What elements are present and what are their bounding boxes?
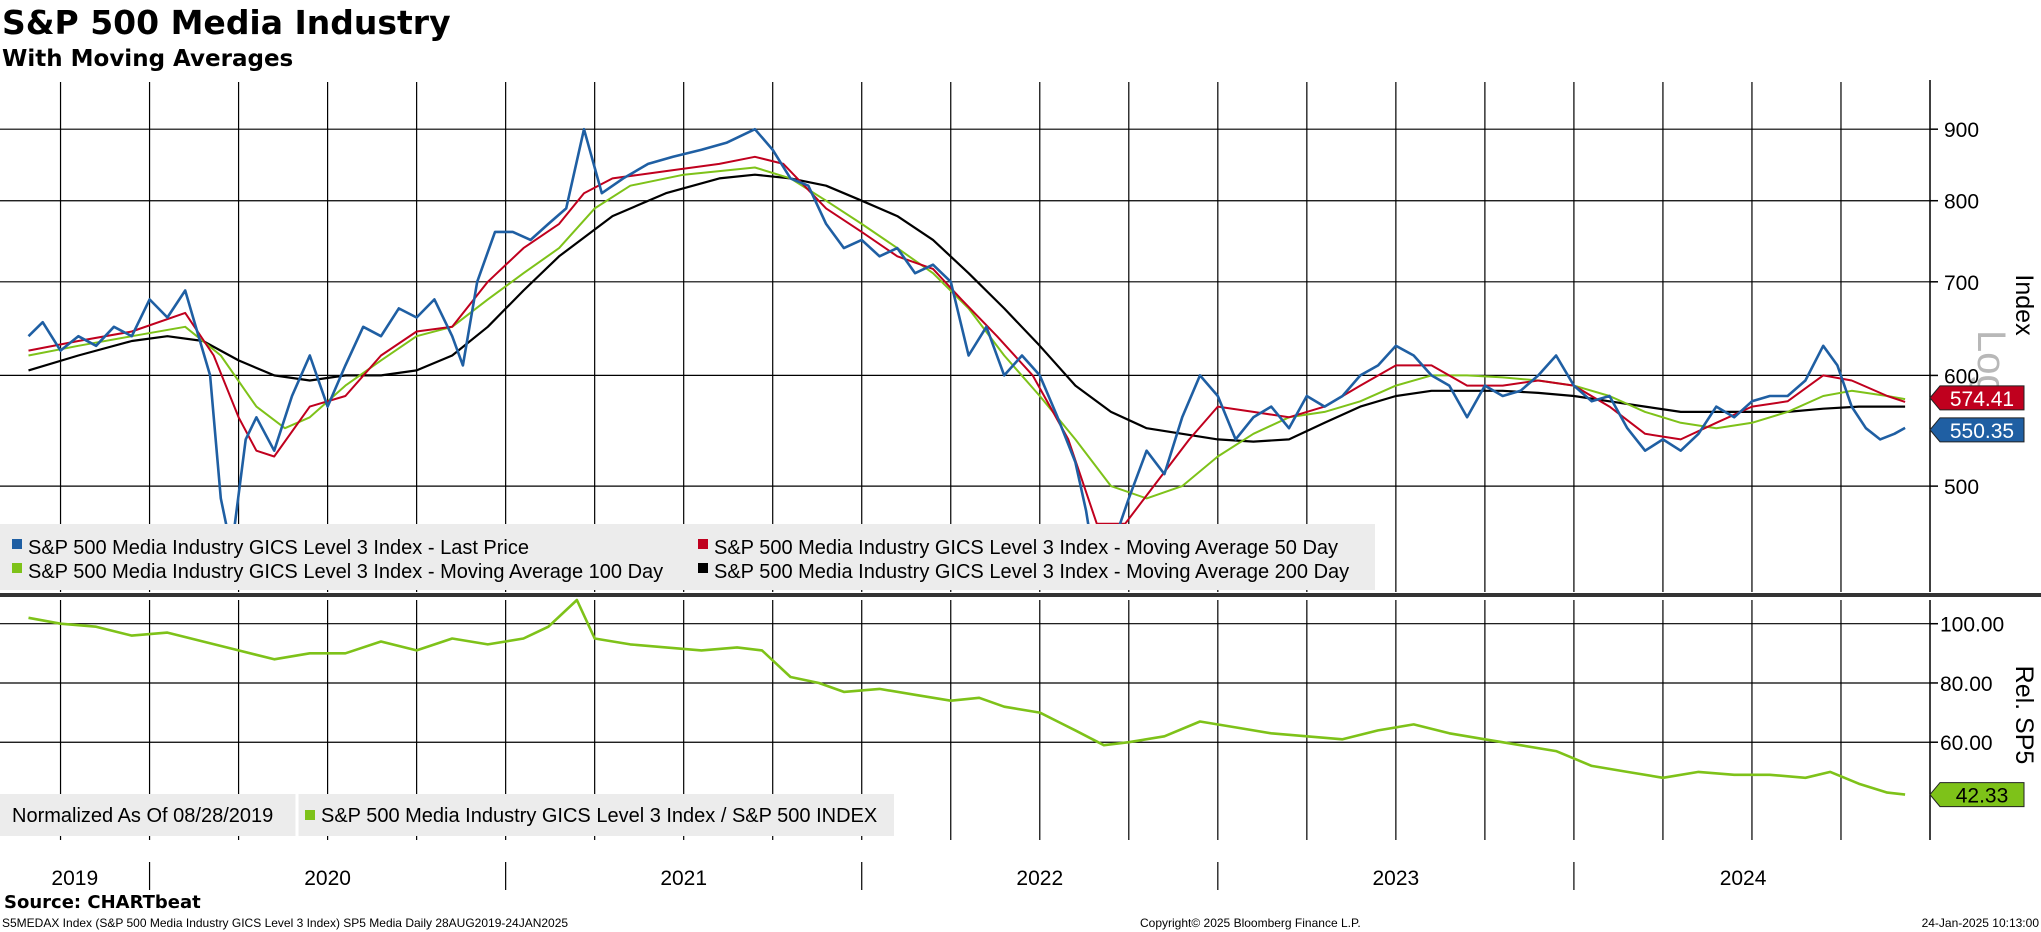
timestamp: 24-Jan-2025 10:13:00: [1922, 916, 2040, 930]
year-label-2022: 2022: [1016, 867, 1063, 890]
lower-series: [28, 598, 1906, 796]
chart-title: S&P 500 Media Industry: [2, 3, 451, 42]
upper-tick-label-0: 500: [1944, 476, 1979, 499]
tag-ma50-text: 574.41: [1950, 388, 2014, 411]
legend-swatch-relative: [305, 810, 315, 820]
upper-tick-label-3: 800: [1944, 191, 1979, 214]
tag-last-price: 550.35: [1929, 417, 2025, 443]
lower-grid: [0, 600, 1930, 840]
upper-legend-box: [0, 524, 1375, 590]
legend-swatch-ma100: [12, 563, 22, 573]
tag-relative: 42.33: [1929, 782, 2025, 808]
legend-last-price: S&P 500 Media Industry GICS Level 3 Inde…: [28, 537, 529, 559]
upper-tick-label-2: 700: [1944, 272, 1979, 295]
year-label-2020: 2020: [304, 867, 351, 890]
lower-axis-label: Rel. SP5: [2010, 666, 2038, 765]
legend-swatch-ma200: [698, 563, 708, 573]
tag-last-price-text: 550.35: [1950, 420, 2014, 443]
tag-ma50: 574.41: [1929, 385, 2025, 411]
upper-grid: [0, 82, 1930, 592]
upper-axis-label: Index: [2010, 274, 2038, 336]
lower-legend-box: [0, 794, 894, 836]
normalization-note: Normalized As Of 08/28/2019: [12, 805, 273, 827]
year-label-2021: 2021: [660, 867, 707, 890]
ticker-line: S5MEDAX Index (S&P 500 Media Industry GI…: [2, 916, 568, 930]
tag-ma50-shape: [1929, 385, 2025, 411]
lower-tick-label-1: 80.00: [1940, 673, 1993, 696]
legend-ma100: S&P 500 Media Industry GICS Level 3 Inde…: [28, 561, 663, 583]
upper-series-1: [28, 155, 1906, 525]
tag-relative-shape: [1929, 782, 2025, 808]
upper-series-0: [27, 127, 1906, 580]
upper-tick-label-4: 900: [1944, 119, 1979, 142]
tag-relative-text: 42.33: [1956, 785, 2009, 808]
year-label-2023: 2023: [1373, 867, 1420, 890]
legend-ma50: S&P 500 Media Industry GICS Level 3 Inde…: [714, 537, 1338, 559]
legend-ma200: S&P 500 Media Industry GICS Level 3 Inde…: [714, 561, 1349, 583]
source-note: Source: CHARTbeat: [4, 892, 201, 913]
year-label-2024: 2024: [1720, 867, 1767, 890]
upper-series-2: [28, 166, 1906, 500]
upper-tick-label-1: 600: [1944, 365, 1979, 388]
upper-y-axis: 500 600 700 800 900 574.41 550.35: [1929, 80, 2025, 592]
copyright: Copyright© 2025 Bloomberg Finance L.P.: [1140, 916, 1361, 930]
x-axis: 2019 2020 2021 2022 2023 2024: [51, 862, 1767, 890]
legend-relative: S&P 500 Media Industry GICS Level 3 Inde…: [321, 805, 877, 827]
year-label-2019: 2019: [51, 867, 98, 890]
legend-swatch-last-price: [12, 539, 22, 549]
chart-subtitle: With Moving Averages: [2, 46, 293, 72]
tag-last-price-shape: [1929, 417, 2025, 443]
upper-legend: S&P 500 Media Industry GICS Level 3 Inde…: [12, 537, 1349, 583]
lower-y-axis: 60.00 80.00 100.00 42.33: [1929, 600, 2025, 840]
legend-swatch-ma50: [698, 539, 708, 549]
lower-tick-label-2: 100.00: [1940, 614, 2004, 637]
upper-series: [27, 127, 1906, 580]
lower-tick-label-0: 60.00: [1940, 732, 1993, 755]
lower-series-0: [28, 598, 1906, 796]
